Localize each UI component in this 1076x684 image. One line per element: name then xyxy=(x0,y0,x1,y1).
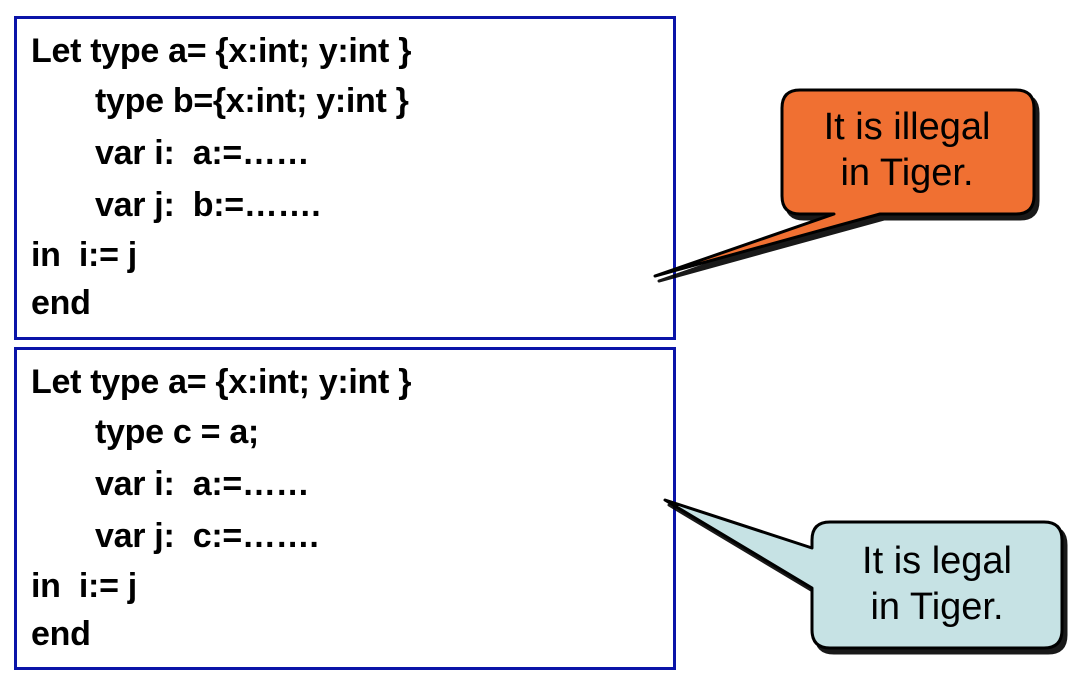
callout-illegal-line1: It is illegal xyxy=(823,106,991,148)
callout-legal-line1: It is legal xyxy=(862,540,1012,582)
code-line: end xyxy=(31,615,91,653)
callout-illegal-text: It is illegal in Tiger. xyxy=(782,104,1032,196)
code-line: type c = a; xyxy=(95,413,259,451)
code-line: type b={x:int; y:int } xyxy=(95,82,409,120)
code-box-illegal: Let type a= {x:int; y:int } type b={x:in… xyxy=(14,16,676,340)
code-line: end xyxy=(31,284,91,322)
code-line: var i: a:=…… xyxy=(95,134,310,172)
callout-illegal-line2: in Tiger. xyxy=(840,152,974,194)
code-line: Let type a= {x:int; y:int } xyxy=(31,32,412,70)
code-line: in i:= j xyxy=(31,567,137,605)
code-line: var j: b:=……. xyxy=(95,186,321,224)
callout-legal-text: It is legal in Tiger. xyxy=(812,538,1062,630)
code-line: var i: a:=…… xyxy=(95,465,310,503)
code-line: var j: c:=……. xyxy=(95,517,319,555)
code-line: in i:= j xyxy=(31,236,137,274)
callout-legal-line2: in Tiger. xyxy=(870,586,1004,628)
code-box-legal: Let type a= {x:int; y:int } type c = a; … xyxy=(14,347,676,670)
code-line: Let type a= {x:int; y:int } xyxy=(31,363,412,401)
